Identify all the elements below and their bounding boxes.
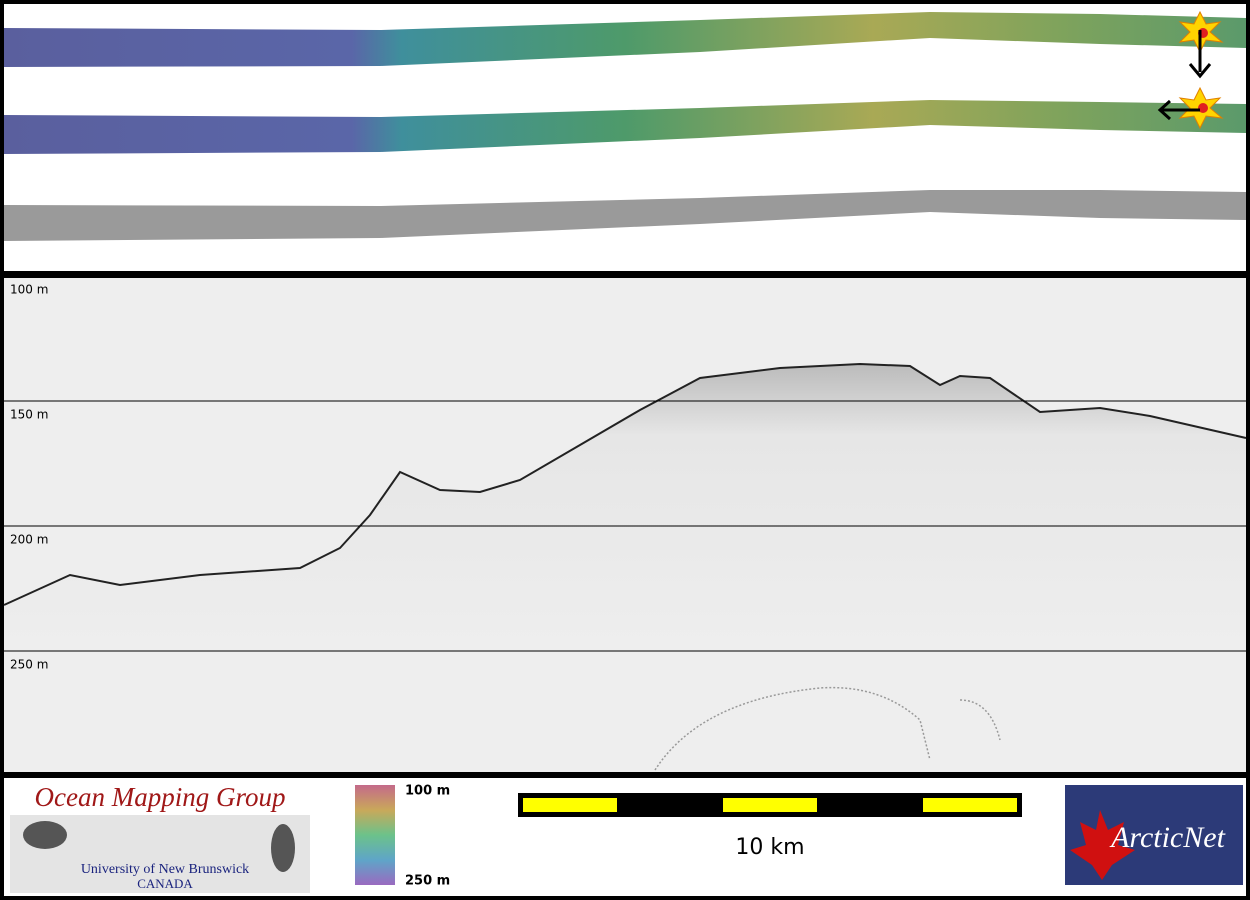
depth-label: 100 m — [10, 283, 48, 297]
scale-segment — [923, 798, 1017, 812]
multiple — [654, 686, 1001, 771]
logo-icon — [23, 821, 67, 849]
marker — [1157, 10, 1224, 130]
colorbar-label: 250 m — [405, 874, 450, 889]
backscatter-swath — [4, 190, 1246, 241]
sediment — [4, 364, 1246, 650]
depth-label: 200 m — [10, 533, 48, 547]
bathymetry-swath — [4, 12, 1246, 67]
maple-leaf — [1070, 810, 1135, 880]
bathymetry-swath — [4, 100, 1246, 154]
logo-subtitle: University of New Brunswick — [81, 862, 249, 877]
depth-label: 150 m — [10, 408, 48, 422]
logo-title: Ocean Mapping Group — [35, 782, 286, 812]
scale-label: 10 km — [735, 835, 804, 860]
colorbar-label: 100 m — [405, 784, 450, 799]
colorbar — [355, 785, 395, 885]
partner-name: ArcticNet — [1109, 821, 1226, 854]
logo-subtitle: CANADA — [137, 876, 193, 891]
logo-icon — [271, 824, 295, 872]
depth-label: 250 m — [10, 658, 48, 672]
scale-segment — [723, 798, 817, 812]
seabed-trace — [3, 362, 1247, 606]
scale-segment — [523, 798, 617, 812]
